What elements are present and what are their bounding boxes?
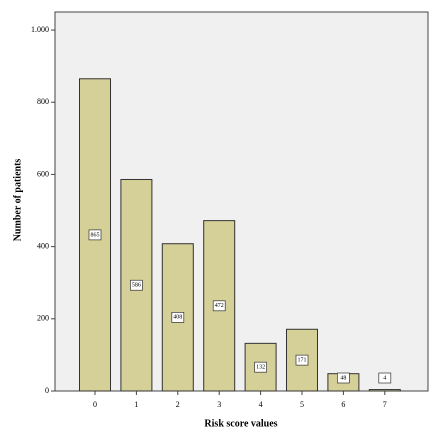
y-tick-label: 200 [37, 314, 49, 323]
x-tick-label: 6 [341, 400, 345, 409]
x-axis-title: Risk score values [204, 418, 277, 429]
value-label: 865 [91, 232, 100, 238]
x-tick-label: 4 [259, 400, 263, 409]
x-tick-label: 2 [176, 400, 180, 409]
y-tick-label: 600 [37, 169, 49, 178]
value-label: 132 [256, 365, 265, 371]
value-label: 4 [383, 375, 386, 381]
x-tick-label: 5 [300, 400, 304, 409]
y-axis-title: Number of patients [12, 159, 23, 242]
value-label: 48 [340, 375, 346, 381]
value-label-box [212, 300, 226, 312]
value-label-box [130, 279, 143, 291]
x-tick-label: 1 [134, 400, 138, 409]
x-tick-label: 0 [93, 400, 97, 409]
value-label: 171 [298, 358, 307, 364]
bar [368, 389, 401, 392]
value-label-box [378, 372, 392, 384]
y-tick-label: 1.000 [31, 25, 49, 34]
plot-area [54, 11, 429, 392]
x-tick-label: 7 [383, 400, 387, 409]
value-label: 408 [173, 315, 182, 321]
y-tick-label: 400 [37, 241, 49, 250]
value-label: 472 [215, 303, 224, 309]
y-tick-label: 0 [45, 386, 49, 395]
value-label: 586 [132, 283, 141, 289]
value-label-box [295, 354, 309, 366]
x-tick-label: 3 [217, 400, 221, 409]
value-label-box [254, 361, 267, 373]
value-label-box [88, 229, 102, 241]
y-tick-label: 800 [37, 97, 49, 106]
value-label-box [337, 372, 350, 384]
value-label-box [171, 312, 185, 323]
